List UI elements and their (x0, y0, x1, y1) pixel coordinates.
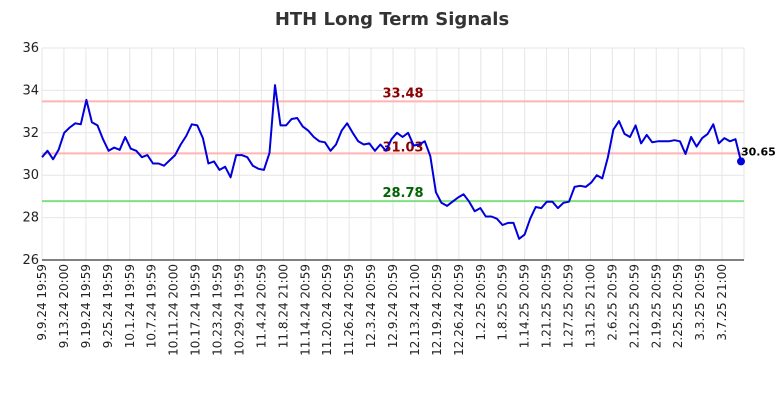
x-tick-label: 9.19.24 19:59 (79, 264, 93, 348)
x-tick-label: 11.4.24 20:59 (254, 264, 268, 348)
reference-line-label: 33.48 (382, 86, 423, 101)
x-tick-label: 9.13.24 20:00 (57, 264, 71, 348)
x-tick-label: 10.11.24 20:00 (167, 264, 181, 356)
x-tick-label: 2.25.25 20:59 (671, 264, 685, 348)
x-tick-label: 2.12.25 20:59 (627, 264, 641, 348)
x-tick-label: 1.27.25 20:59 (562, 264, 576, 348)
reference-lines: 33.48 31.03 28.78 (42, 86, 744, 203)
chart-title: HTH Long Term Signals (275, 9, 509, 30)
x-tick-label: 10.23.24 19:59 (211, 264, 225, 356)
x-tick-label: 12.26.24 20:59 (452, 264, 466, 356)
x-tick-label: 1.14.25 20:59 (518, 264, 532, 348)
x-tick-label: 9.9.24 19:59 (35, 264, 49, 341)
x-tick-label: 10.29.24 19:59 (232, 264, 246, 356)
x-tick-label: 9.25.24 19:59 (101, 264, 115, 348)
x-tick-label: 10.17.24 19:59 (189, 264, 203, 356)
x-tick-label: 1.2.25 20:59 (474, 264, 488, 341)
x-tick-label: 2.6.25 20:59 (605, 264, 619, 341)
x-tick-label: 3.3.25 20:59 (693, 264, 707, 341)
last-point-layer: 30.65 (737, 145, 776, 166)
y-tick-label: 34 (22, 83, 39, 98)
x-tick-label: 2.19.25 20:59 (649, 264, 663, 348)
last-value-label: 30.65 (741, 145, 776, 158)
x-tick-label: 12.3.24 20:59 (364, 264, 378, 348)
x-tick-label: 10.7.24 19:59 (145, 264, 159, 348)
x-tick-label: 12.9.24 20:59 (386, 264, 400, 348)
y-tick-label: 28 (22, 211, 39, 226)
reference-line-label: 28.78 (382, 186, 423, 201)
x-tick-label: 12.13.24 21:00 (408, 264, 422, 356)
x-tick-label: 1.31.25 21:00 (583, 264, 597, 348)
last-point-marker (737, 157, 745, 166)
y-tick-label: 36 (22, 41, 39, 56)
x-tick-label: 10.1.24 19:59 (123, 264, 137, 348)
x-tick-label: 1.8.25 20:59 (496, 264, 510, 341)
x-tick-label: 3.7.25 21:00 (715, 264, 729, 341)
x-tick-label: 11.14.24 20:59 (298, 264, 312, 356)
series-layer (41, 84, 742, 240)
y-tick-label: 30 (22, 168, 39, 183)
y-axis: 26 28 30 32 34 36 (22, 41, 39, 268)
x-tick-label: 11.8.24 21:00 (276, 264, 290, 348)
x-axis: 9.9.24 19:59 9.13.24 20:00 9.19.24 19:59 9.… (35, 259, 744, 356)
x-tick-label: 12.19.24 20:59 (430, 264, 444, 356)
x-tick-label: 1.21.25 20:59 (540, 264, 554, 348)
series-line (41, 84, 742, 240)
x-tick-label: 11.26.24 20:59 (342, 264, 356, 356)
y-tick-label: 26 (22, 253, 39, 268)
y-tick-label: 32 (22, 126, 39, 141)
reference-line-label: 31.03 (382, 140, 423, 155)
x-tick-label: 11.20.24 20:59 (320, 264, 334, 356)
